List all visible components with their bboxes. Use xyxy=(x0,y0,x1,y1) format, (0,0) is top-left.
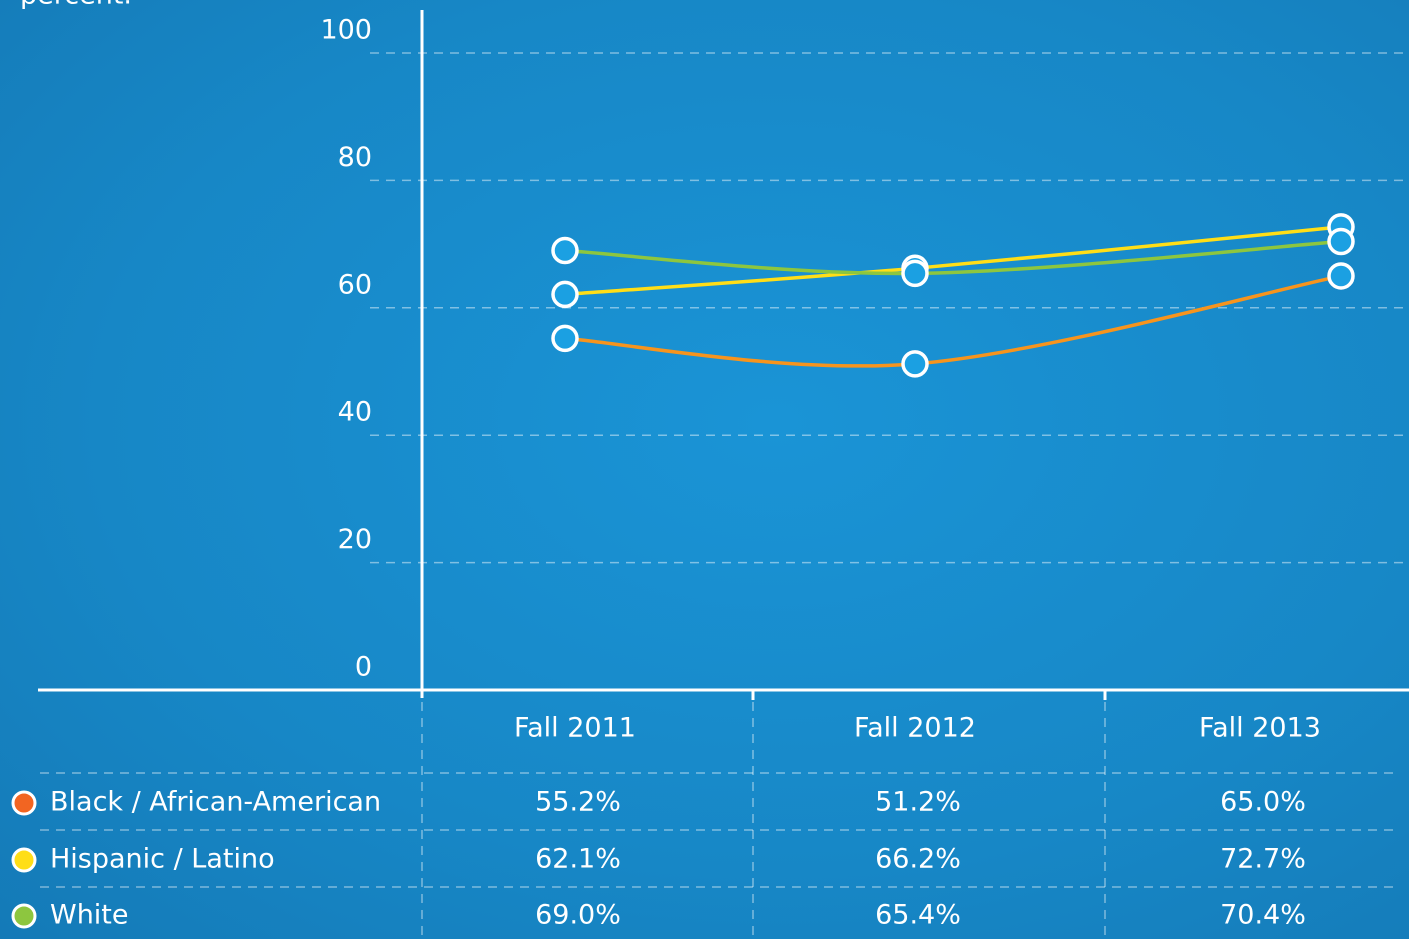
table-value: 62.1% xyxy=(535,844,621,875)
y-tick-label: 60 xyxy=(338,269,372,300)
table-value: 51.2% xyxy=(875,787,961,818)
table-value: 65.4% xyxy=(875,900,961,931)
y-tick-label: 40 xyxy=(338,397,372,428)
x-tick-label: Fall 2011 xyxy=(514,713,636,744)
y-tick-label: 80 xyxy=(338,142,372,173)
data-point xyxy=(551,280,579,309)
x-tick-label: Fall 2012 xyxy=(854,713,976,744)
table-value: 55.2% xyxy=(535,787,621,818)
legend-label: White xyxy=(50,900,129,931)
table-value: 66.2% xyxy=(875,844,961,875)
subtitle: percent. xyxy=(20,0,132,11)
y-tick-label: 20 xyxy=(338,524,372,555)
data-point xyxy=(901,350,929,378)
table-value: 65.0% xyxy=(1220,787,1306,818)
data-point xyxy=(1327,262,1355,290)
data-point xyxy=(901,259,929,288)
legend-label: Hispanic / Latino xyxy=(50,844,275,875)
data-point xyxy=(551,236,579,265)
x-tick-label: Fall 2013 xyxy=(1199,713,1321,744)
table-value: 69.0% xyxy=(535,900,621,931)
legend-swatch xyxy=(11,903,37,929)
data-point xyxy=(1327,227,1355,256)
table-value: 70.4% xyxy=(1220,900,1306,931)
table-value: 72.7% xyxy=(1220,844,1306,875)
y-tick-label: 0 xyxy=(355,652,372,683)
y-tick-label: 100 xyxy=(320,15,372,46)
legend-label: Black / African-American xyxy=(50,787,381,818)
data-point xyxy=(551,324,579,353)
legend-swatch xyxy=(11,847,37,873)
legend-swatch xyxy=(11,790,37,816)
